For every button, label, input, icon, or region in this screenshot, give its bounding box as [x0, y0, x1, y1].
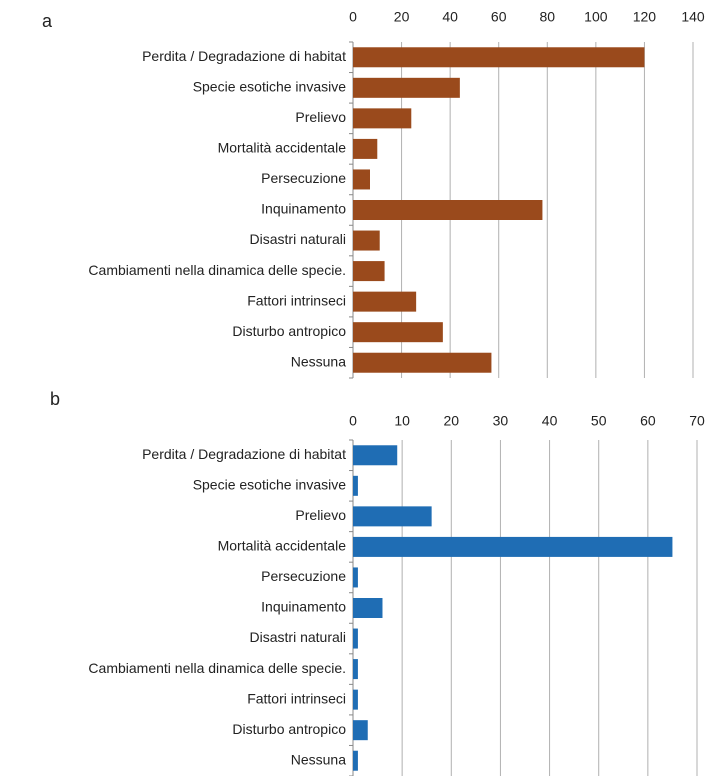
y-tick-label: Inquinamento	[261, 599, 346, 615]
x-tick-label: 50	[591, 413, 607, 429]
y-tick-label: Persecuzione	[261, 568, 346, 584]
y-tick-label: Cambiamenti nella dinamica delle specie.	[88, 262, 346, 278]
x-tick-label: 80	[539, 9, 555, 25]
x-tick-label: 10	[394, 413, 410, 429]
x-tick-label: 140	[681, 9, 705, 25]
y-tick-label: Mortalità accidentale	[218, 538, 347, 554]
y-tick-label: Disastri naturali	[250, 629, 346, 645]
y-tick-label: Cambiamenti nella dinamica delle specie.	[88, 660, 346, 676]
x-tick-label: 0	[349, 9, 357, 25]
bar	[353, 445, 398, 466]
bar	[353, 77, 460, 98]
bar	[353, 475, 358, 496]
bar	[353, 169, 370, 190]
bar	[353, 659, 358, 680]
x-tick-label: 70	[689, 413, 705, 429]
x-tick-label: 0	[349, 413, 357, 429]
bar	[353, 628, 358, 649]
x-tick-label: 60	[491, 9, 507, 25]
x-tick-label: 40	[542, 413, 558, 429]
bar	[353, 200, 543, 220]
bar	[353, 536, 673, 557]
x-tick-label: 40	[442, 9, 458, 25]
y-tick-label: Disturbo antropico	[232, 323, 346, 339]
y-tick-label: Persecuzione	[261, 170, 346, 186]
bar	[353, 138, 378, 159]
y-tick-label: Nessuna	[291, 751, 346, 767]
y-tick-label: Specie esotiche invasive	[193, 79, 347, 95]
y-tick-label: Specie esotiche invasive	[193, 477, 347, 493]
bar	[353, 506, 432, 527]
y-tick-label: Mortalità accidentale	[218, 140, 347, 156]
bar	[353, 750, 358, 771]
bar	[353, 261, 385, 282]
x-tick-label: 20	[394, 9, 410, 25]
bar	[353, 352, 492, 373]
x-tick-label: 20	[443, 413, 459, 429]
bar	[353, 567, 358, 588]
x-tick-label: 30	[493, 413, 509, 429]
y-tick-label: Disastri naturali	[250, 231, 346, 247]
bar	[353, 108, 412, 129]
bar	[353, 689, 358, 710]
x-tick-label: 100	[584, 9, 608, 25]
bar	[353, 230, 380, 251]
bar	[353, 47, 645, 68]
bar	[353, 322, 443, 343]
y-tick-label: Prelievo	[295, 109, 346, 125]
y-tick-label: Perdita / Degradazione di habitat	[142, 446, 346, 462]
y-tick-label: Disturbo antropico	[232, 721, 346, 737]
y-tick-label: Inquinamento	[261, 201, 346, 217]
x-tick-label: 120	[633, 9, 657, 25]
y-tick-label: Nessuna	[291, 353, 346, 369]
y-tick-label: Fattori intrinseci	[247, 292, 346, 308]
y-tick-label: Fattori intrinseci	[247, 690, 346, 706]
x-tick-label: 60	[640, 413, 656, 429]
y-tick-label: Prelievo	[295, 507, 346, 523]
y-tick-label: Perdita / Degradazione di habitat	[142, 48, 346, 64]
panel-label: a	[42, 11, 53, 31]
bar	[353, 598, 383, 618]
bar	[353, 720, 368, 741]
panel-label: b	[50, 389, 60, 409]
bar	[353, 291, 417, 312]
